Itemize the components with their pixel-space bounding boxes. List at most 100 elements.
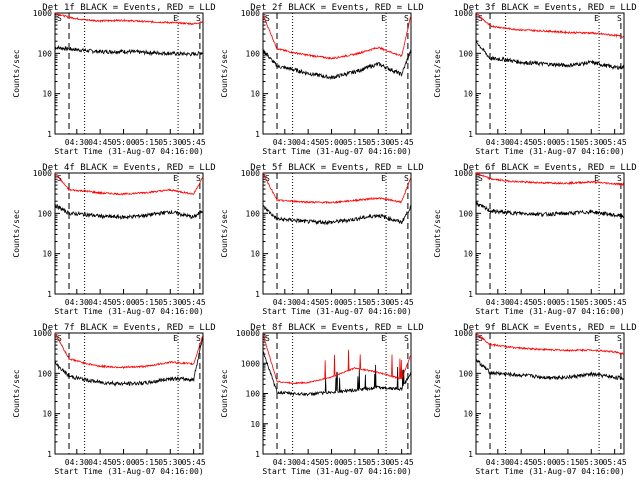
series-line-lld — [475, 332, 624, 355]
series-line-lld — [475, 12, 624, 38]
x-tick-label: 05:45 — [182, 138, 206, 147]
x-tick-label: 05:30 — [579, 298, 603, 307]
x-tick-label: 05:30 — [366, 458, 390, 467]
panel-title: Det 6f BLACK = Events, RED = LLD — [463, 163, 636, 173]
detector-panel-4: Det 4f BLACK = Events, RED = LLD 1 10 100 10… — [12, 163, 216, 316]
x-tick-label: 05:30 — [579, 458, 603, 467]
series-line-lld — [475, 171, 625, 187]
detector-panel-2: Det 2f BLACK = Events, RED = LLD 1 10 100 10… — [220, 3, 424, 156]
x-tick-label: 05:30 — [366, 298, 390, 307]
y-axis-label: Counts/sec — [433, 49, 442, 97]
plot-frame — [262, 332, 412, 455]
start-marker: S — [57, 334, 62, 343]
x-tick-label: 05:45 — [182, 298, 206, 307]
y-tick-label: 100 — [246, 209, 261, 218]
x-tick-label: 05:00 — [320, 138, 344, 147]
panel-title: Det 8f BLACK = Events, RED = LLD — [250, 323, 423, 333]
plot-frame — [54, 12, 204, 135]
start-marker: S — [617, 174, 622, 183]
end-marker: E — [381, 334, 386, 343]
y-tick-label: 1000 — [33, 169, 52, 178]
y-tick-label: 10 — [463, 250, 473, 259]
start-marker: S — [265, 14, 270, 23]
detector-panel-7: Det 7f BLACK = Events, RED = LLD 1 10 100 10… — [12, 323, 216, 476]
start-marker: S — [404, 14, 409, 23]
x-tick-label: 04:30 — [486, 458, 510, 467]
plot-frame — [262, 12, 412, 135]
y-tick-label: 10 — [463, 410, 473, 419]
start-marker: S — [404, 334, 409, 343]
y-tick-label: 1 — [255, 290, 260, 299]
x-axis-label: Start Time (31-Aug-07 04:16:00) — [262, 467, 411, 476]
panel-title: Det 4f BLACK = Events, RED = LLD — [42, 163, 215, 173]
x-tick-label: 05:30 — [158, 298, 182, 307]
y-tick-label: 10000 — [236, 329, 260, 338]
series-line-lld — [54, 332, 204, 370]
y-tick-label: 1 — [468, 130, 473, 139]
y-tick-label: 1000 — [33, 329, 52, 338]
y-tick-label: 1000 — [241, 169, 260, 178]
y-axis-label: Counts/sec — [220, 49, 229, 97]
series-line-lld — [262, 172, 412, 205]
y-tick-label: 10 — [463, 90, 473, 99]
detector-panel-6: Det 6f BLACK = Events, RED = LLD 1 10 100 10… — [433, 163, 637, 316]
end-marker: E — [594, 334, 599, 343]
series-line-lld — [262, 333, 412, 385]
plot-frame — [475, 332, 625, 455]
x-tick-label: 04:30 — [65, 298, 89, 307]
x-tick-label: 04:45 — [88, 138, 112, 147]
series-line-events — [54, 335, 204, 387]
x-tick-label: 05:00 — [112, 458, 136, 467]
x-tick-label: 05:15 — [343, 458, 367, 467]
start-marker: S — [57, 14, 62, 23]
detector-panel-3: Det 3f BLACK = Events, RED = LLD 1 10 100 10… — [433, 3, 637, 156]
plot-frame — [475, 172, 625, 295]
y-axis-label: Counts/sec — [433, 369, 442, 417]
panel-title: Det 5f BLACK = Events, RED = LLD — [250, 163, 423, 173]
start-marker: S — [196, 14, 201, 23]
y-axis-label: Counts/sec — [12, 209, 21, 257]
plot-frame — [54, 172, 204, 295]
start-marker: S — [196, 334, 201, 343]
detector-panel-1: Det 1f BLACK = Events, RED = LLD 1 10 100 10… — [12, 3, 216, 156]
x-axis-label: Start Time (31-Aug-07 04:16:00) — [262, 307, 411, 316]
start-marker: S — [265, 174, 270, 183]
x-tick-label: 04:30 — [486, 138, 510, 147]
panel-title: Det 7f BLACK = Events, RED = LLD — [42, 323, 215, 333]
y-tick-label: 1000 — [454, 9, 473, 18]
x-tick-label: 05:30 — [579, 138, 603, 147]
x-tick-label: 05:00 — [112, 298, 136, 307]
y-axis-label: Counts/sec — [220, 369, 229, 417]
y-tick-label: 100 — [38, 209, 53, 218]
x-tick-label: 05:30 — [158, 458, 182, 467]
x-tick-label: 05:00 — [533, 138, 557, 147]
x-axis-label: Start Time (31-Aug-07 04:16:00) — [262, 147, 411, 156]
x-tick-label: 05:00 — [320, 298, 344, 307]
y-tick-label: 10 — [250, 420, 260, 429]
x-tick-label: 04:30 — [65, 138, 89, 147]
series-line-events — [262, 49, 412, 81]
end-marker: E — [173, 334, 178, 343]
plot-frame — [54, 332, 204, 455]
y-tick-label: 1000 — [454, 329, 473, 338]
y-tick-label: 10 — [42, 410, 52, 419]
x-tick-label: 05:45 — [603, 298, 627, 307]
x-tick-label: 05:15 — [343, 138, 367, 147]
x-tick-label: 05:45 — [390, 458, 414, 467]
x-tick-label: 05:00 — [533, 298, 557, 307]
y-tick-label: 100 — [38, 369, 53, 378]
series-line-lld — [55, 12, 203, 26]
y-tick-label: 100 — [38, 49, 53, 58]
y-axis-label: Counts/sec — [12, 49, 21, 97]
x-tick-label: 04:45 — [509, 458, 533, 467]
y-tick-label: 1 — [47, 290, 52, 299]
x-axis-label: Start Time (31-Aug-07 04:16:00) — [54, 147, 203, 156]
y-tick-label: 1000 — [33, 9, 52, 18]
y-tick-label: 1 — [255, 130, 260, 139]
x-tick-label: 04:45 — [509, 138, 533, 147]
x-tick-label: 04:45 — [88, 458, 112, 467]
start-marker: S — [478, 14, 483, 23]
x-axis-label: Start Time (31-Aug-07 04:16:00) — [54, 307, 203, 316]
x-tick-label: 05:00 — [320, 458, 344, 467]
